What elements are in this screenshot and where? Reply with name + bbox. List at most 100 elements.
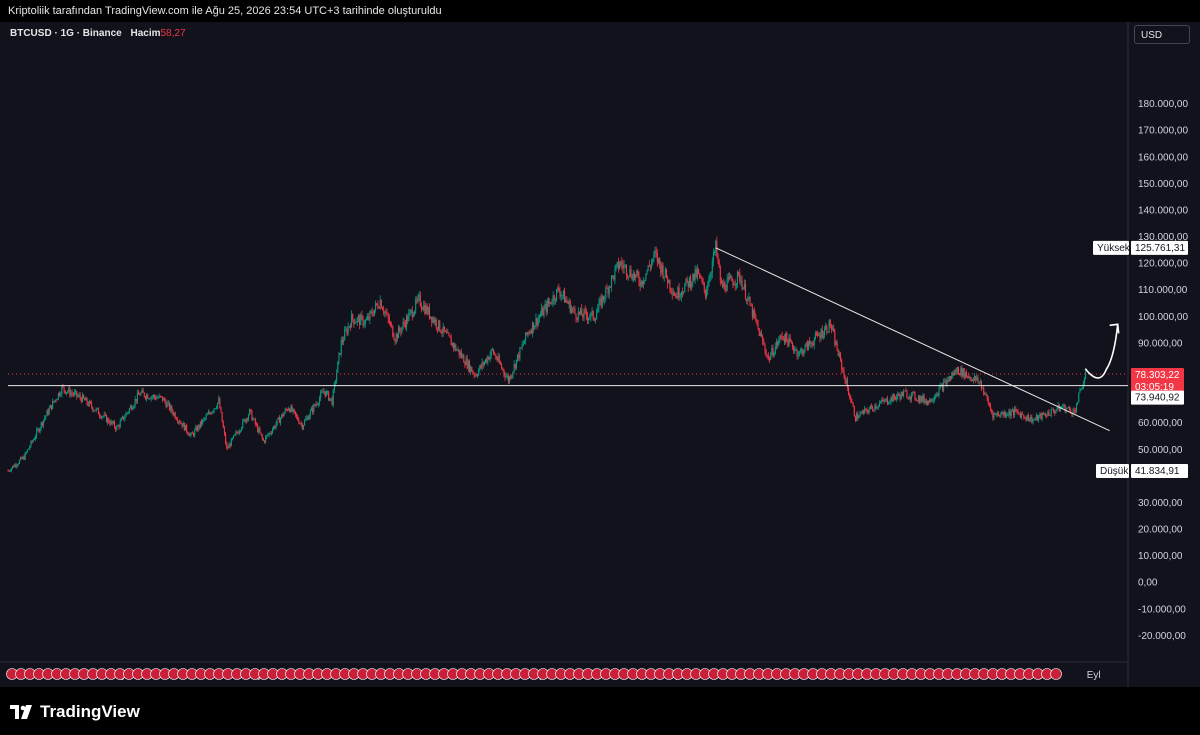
candle-body [415, 299, 417, 311]
candle-body [334, 381, 337, 384]
candle-body [20, 457, 22, 461]
candle-body [433, 318, 435, 323]
candle-body [16, 464, 18, 467]
candle-body [861, 411, 863, 413]
candle-body [551, 303, 553, 305]
candle-body [285, 409, 287, 411]
candle-body [939, 385, 941, 388]
candle-body [925, 400, 927, 405]
candle-body [907, 397, 909, 399]
candle-body [691, 283, 693, 288]
candle-body [278, 417, 280, 423]
candle-body [315, 404, 317, 406]
candle-body [129, 405, 132, 409]
candle-body [123, 416, 125, 420]
candle-body [191, 433, 193, 434]
candle-body [1028, 419, 1031, 421]
candle-body [1002, 411, 1004, 415]
candle-body [34, 436, 37, 440]
candle-body [849, 395, 851, 399]
candle-body [407, 316, 409, 322]
candle-body [923, 395, 925, 403]
y-tick-label: -10.000,00 [1138, 604, 1186, 615]
candle-body [186, 425, 188, 432]
candle-body [888, 403, 890, 405]
candle-body [113, 421, 116, 428]
candle-body [565, 299, 567, 303]
candle-body [908, 396, 910, 399]
candle-body [848, 387, 850, 396]
candle-body [1085, 371, 1087, 379]
candle-body [986, 394, 988, 399]
symbol-legend[interactable]: BTCUSD · 1G · Binance Hacim58,27 [10, 28, 186, 39]
candle-body [850, 398, 852, 402]
candle-body [736, 271, 739, 284]
candle-body [108, 418, 110, 423]
candle-body [659, 258, 661, 264]
candle-body [511, 374, 513, 379]
candle-body [613, 275, 615, 280]
candle-body [535, 317, 537, 326]
tradingview-logo[interactable]: TradingView [10, 702, 140, 722]
candle-body [1059, 407, 1061, 411]
candle-body [426, 306, 428, 314]
candle-body [457, 349, 459, 351]
volume-label: Hacim [130, 28, 161, 39]
chart-frame[interactable] [0, 22, 1200, 687]
candle-body [811, 343, 813, 346]
candle-body [586, 315, 589, 320]
candle-body [741, 280, 743, 290]
candle-body [589, 317, 591, 319]
candle-body [69, 388, 71, 396]
candle-body [222, 422, 224, 428]
candle-body [680, 292, 682, 297]
candle-body [692, 273, 694, 284]
price-chart[interactable]: 180.000,00 170.000,00 160.000,00 150.000,00… [0, 22, 1200, 687]
y-tick-label: 30.000,00 [1138, 498, 1183, 509]
candle-body [575, 313, 577, 319]
candle-body [795, 349, 797, 351]
candle-body [451, 342, 453, 346]
candle-body [462, 355, 464, 358]
candle-body [922, 395, 924, 401]
candle-body [844, 375, 846, 384]
candle-body [954, 369, 956, 376]
candle-body [813, 339, 815, 346]
candle-body [645, 273, 647, 280]
candle-body [799, 350, 802, 352]
candle-body [196, 427, 198, 432]
candle-body [31, 441, 33, 442]
candle-body [171, 406, 173, 412]
candle-body [491, 349, 493, 351]
candle-body [325, 391, 327, 396]
candle-body [517, 354, 519, 360]
candle-body [275, 424, 277, 428]
candle-body [283, 413, 285, 417]
candle-body [762, 336, 764, 342]
candle-body [138, 392, 140, 395]
candle-body [175, 418, 177, 420]
candle-body [644, 279, 646, 282]
candle-body [466, 358, 468, 369]
candle-body [489, 354, 491, 360]
y-tick-label: 130.000,00 [1138, 232, 1188, 243]
candle-body [862, 411, 865, 414]
candle-body [104, 414, 106, 416]
candle-body [643, 281, 645, 285]
candle-body [835, 342, 837, 346]
candle-body [47, 410, 49, 415]
candle-body [990, 405, 992, 410]
candle-body [843, 369, 845, 376]
y-tick-label: 170.000,00 [1138, 126, 1188, 137]
candle-body [50, 405, 53, 409]
candle-body [620, 261, 622, 265]
currency-button[interactable]: USD [1134, 25, 1190, 44]
candle-body [995, 413, 997, 415]
candle-body [935, 396, 937, 398]
candle-body [233, 435, 235, 439]
candle-body [265, 436, 267, 443]
candle-body [387, 313, 389, 319]
candle-body [604, 298, 606, 300]
candle-body [173, 412, 175, 415]
high-price-tag-bg [1131, 240, 1188, 255]
